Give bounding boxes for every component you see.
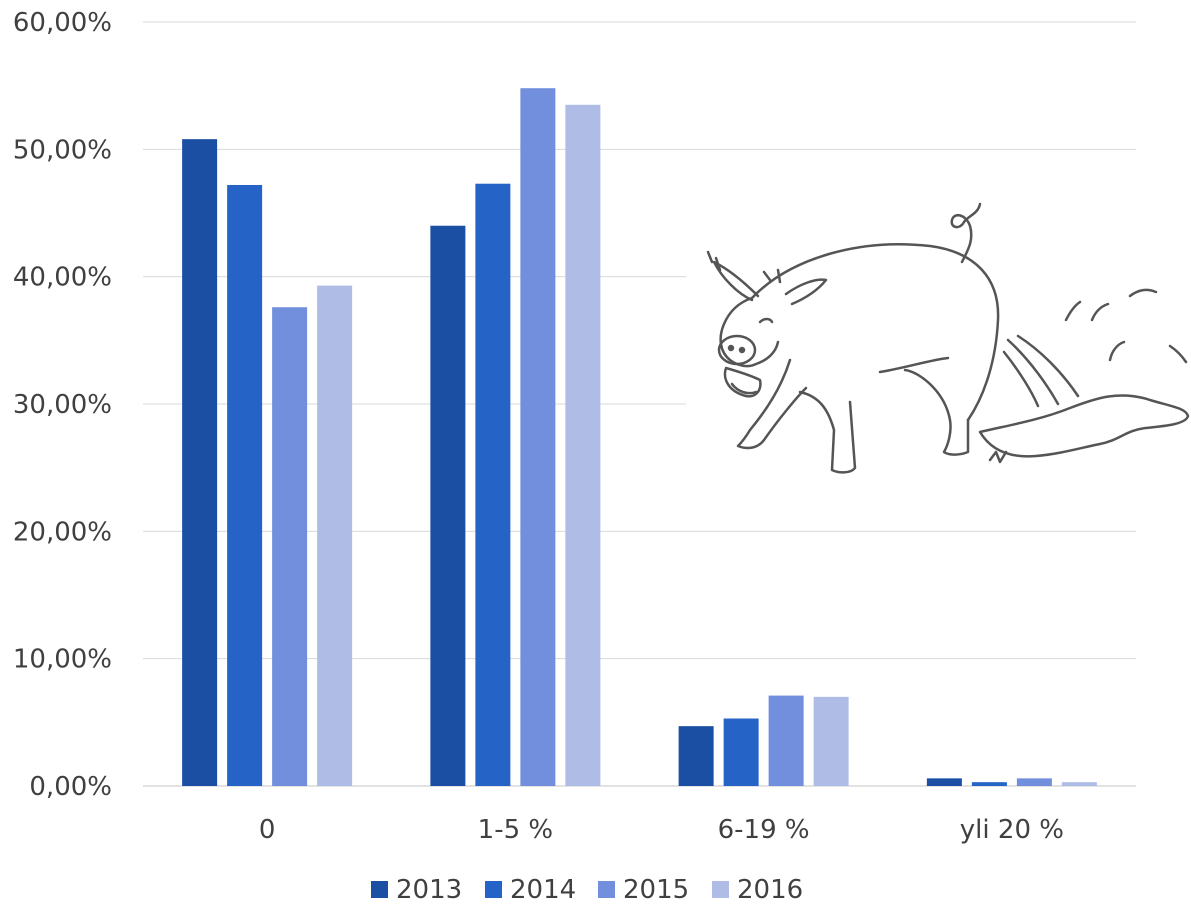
- bar-2016-2: [813, 696, 849, 786]
- y-axis-ticks: 0,00% 10,00% 20,00% 30,00% 40,00% 50,00% 60,00…: [13, 8, 112, 802]
- x-tick-label: 0: [259, 815, 276, 845]
- bar-2014-2: [723, 718, 759, 786]
- y-tick-label: 30,00%: [13, 390, 112, 420]
- bar-2013-2: [678, 726, 714, 786]
- bar-2015-3: [1016, 778, 1052, 786]
- legend-swatch-2013: [371, 881, 388, 898]
- legend-label: 2016: [737, 875, 803, 905]
- y-tick-label: 20,00%: [13, 517, 112, 547]
- pig-illustration: [686, 202, 1191, 485]
- bar-2015-2: [768, 695, 804, 786]
- x-axis-ticks: 0 1-5 % 6-19 % yli 20 %: [259, 815, 1064, 845]
- y-tick-label: 10,00%: [13, 645, 112, 675]
- bar-2016-1: [565, 104, 601, 787]
- legend-swatch-2016: [712, 881, 729, 898]
- y-tick-label: 50,00%: [13, 135, 112, 165]
- bar-2014-3: [971, 782, 1007, 786]
- x-tick-label: yli 20 %: [960, 815, 1064, 845]
- y-tick-label: 40,00%: [13, 263, 112, 293]
- legend-label: 2013: [396, 875, 462, 905]
- legend: 2013 2014 2015 2016: [371, 875, 803, 905]
- legend-label: 2015: [623, 875, 689, 905]
- bar-2014-1: [475, 183, 511, 787]
- bar-2014-0: [227, 184, 263, 786]
- bars: [182, 88, 1097, 787]
- bar-2013-1: [430, 225, 466, 786]
- legend-label: 2014: [510, 875, 576, 905]
- gridlines: [143, 21, 1136, 787]
- legend-swatch-2014: [485, 881, 502, 898]
- bar-2015-0: [272, 307, 308, 786]
- x-tick-label: 6-19 %: [718, 815, 810, 845]
- y-tick-label: 60,00%: [13, 8, 112, 38]
- bar-2016-3: [1061, 782, 1097, 786]
- y-tick-label: 0,00%: [29, 772, 112, 802]
- bar-2013-0: [182, 139, 218, 786]
- bar-2016-0: [317, 285, 353, 786]
- x-tick-label: 1-5 %: [478, 815, 553, 845]
- bar-2013-3: [926, 778, 962, 786]
- legend-swatch-2015: [598, 881, 615, 898]
- bar-2015-1: [520, 88, 556, 787]
